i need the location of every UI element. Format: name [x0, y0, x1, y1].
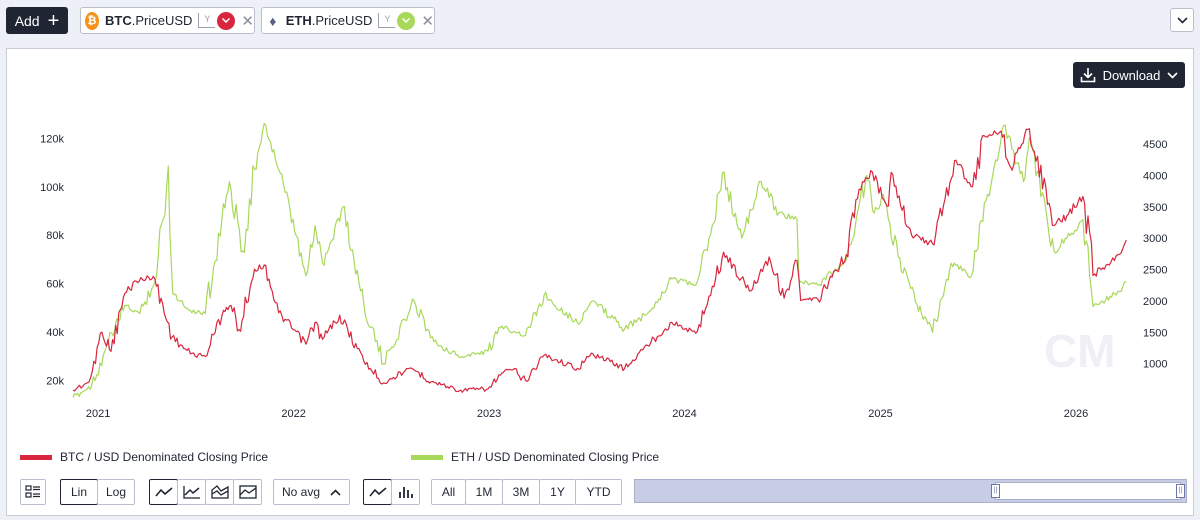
plus-icon: + — [47, 9, 60, 32]
style-line-area-button[interactable] — [177, 479, 206, 505]
x-tick-label: 2026 — [1064, 408, 1088, 420]
series-line-btc[interactable] — [72, 128, 1127, 393]
chevron-down-icon — [1167, 71, 1178, 79]
type-bar-button[interactable] — [391, 479, 420, 505]
series-chip-label: ETH.PriceUSD — [285, 13, 373, 28]
series-line-eth[interactable] — [72, 122, 1127, 398]
add-series-button[interactable]: Add + — [6, 7, 68, 34]
style-area-button[interactable] — [233, 479, 262, 505]
y-right-tick-label: 2000 — [1143, 296, 1167, 308]
legend-swatch — [411, 454, 443, 460]
y-left-tick-label: 100k — [40, 182, 64, 194]
y-right-tick-label: 2500 — [1143, 265, 1167, 277]
stacked-area-icon — [210, 485, 229, 499]
remove-series-icon[interactable]: ✕ — [241, 12, 254, 30]
bar-chart-icon — [398, 487, 413, 498]
remove-series-icon[interactable]: ✕ — [421, 12, 434, 30]
range-ytd-button[interactable]: YTD — [575, 479, 622, 505]
range-label: 1M — [475, 485, 493, 499]
series-toolbar: Add + ₿ BTC.PriceUSD Y ✕ ♦ ETH.PriceUSD … — [0, 0, 1200, 44]
chart-controls: Lin Log No avg All 1M 3M 1Y YTD — [7, 479, 1193, 505]
chevron-up-icon — [330, 488, 341, 496]
range-1m-button[interactable]: 1M — [465, 479, 503, 505]
scale-linear-label: Lin — [70, 485, 87, 499]
add-button-label: Add — [14, 12, 40, 29]
y-left-tick-label: 20k — [46, 375, 64, 387]
y-right-tick-label: 4000 — [1143, 170, 1167, 182]
y-left-tick-label: 40k — [46, 327, 64, 339]
download-button[interactable]: Download — [1073, 62, 1185, 88]
x-tick-label: 2025 — [868, 408, 892, 420]
navigator-handle-left[interactable]: || — [991, 484, 1000, 498]
y-axis-right: 1000 1500 2000 2500 3000 3500 4000 4500 — [1143, 139, 1167, 371]
average-select[interactable]: No avg — [273, 479, 350, 505]
table-icon — [25, 485, 40, 498]
download-label: Download — [1102, 67, 1161, 83]
y-left-tick-label: 120k — [40, 133, 64, 145]
scale-log-button[interactable]: Log — [97, 479, 135, 505]
y-right-tick-label: 1500 — [1143, 327, 1167, 339]
ethereum-icon: ♦ — [269, 12, 277, 29]
scale-linear-button[interactable]: Lin — [60, 479, 98, 505]
y-axis-left: 20k 40k 60k 80k 100k 120k — [40, 133, 64, 387]
collapse-toolbar-button[interactable] — [1170, 8, 1194, 32]
legend-item-btc[interactable]: BTC / USD Denominated Closing Price — [20, 450, 268, 464]
series-color-picker[interactable] — [217, 11, 236, 30]
y-axis-icon[interactable]: Y — [378, 13, 396, 28]
range-navigator[interactable]: || || — [634, 479, 1187, 503]
bitcoin-icon: ₿ — [85, 11, 100, 30]
y-right-tick-label: 4500 — [1143, 139, 1167, 151]
chevron-down-icon — [402, 18, 411, 23]
average-label: No avg — [281, 485, 321, 499]
y-right-tick-label: 3000 — [1143, 233, 1167, 245]
x-tick-label: 2021 — [86, 408, 110, 420]
line-icon — [368, 487, 387, 497]
area-chart-icon — [238, 485, 257, 499]
chevron-down-icon — [222, 18, 231, 23]
type-line-button[interactable] — [363, 479, 392, 505]
range-3m-button[interactable]: 3M — [502, 479, 540, 505]
series-chip-eth[interactable]: ♦ ETH.PriceUSD Y ✕ — [261, 7, 435, 34]
y-right-tick-label: 3500 — [1143, 202, 1167, 214]
style-stacked-area-button[interactable] — [205, 479, 234, 505]
legend-label: ETH / USD Denominated Closing Price — [451, 450, 660, 464]
download-icon — [1080, 68, 1095, 83]
y-left-tick-label: 60k — [46, 279, 64, 291]
legend-item-eth[interactable]: ETH / USD Denominated Closing Price — [411, 450, 659, 464]
navigator-window[interactable]: || || — [991, 482, 1185, 500]
series-layer — [72, 122, 1127, 398]
series-chip-btc[interactable]: ₿ BTC.PriceUSD Y ✕ — [80, 7, 255, 34]
price-chart[interactable]: CM 2021 2022 2023 2024 2025 2026 20k 40k 60k 80k… — [7, 49, 1193, 444]
range-label: All — [441, 485, 456, 499]
x-tick-label: 2024 — [672, 408, 696, 420]
scale-log-label: Log — [105, 485, 127, 499]
series-chip-label: BTC.PriceUSD — [105, 13, 193, 28]
range-label: YTD — [586, 485, 611, 499]
navigator-handle-right[interactable]: || — [1176, 484, 1185, 498]
range-label: 1Y — [550, 485, 565, 499]
line-area-chart-icon — [182, 486, 200, 499]
watermark: CM — [1044, 325, 1116, 377]
range-1y-button[interactable]: 1Y — [539, 479, 576, 505]
y-right-tick-label: 1000 — [1143, 359, 1167, 371]
series-color-picker[interactable] — [397, 11, 416, 30]
y-left-tick-label: 80k — [46, 230, 64, 242]
line-chart-icon — [154, 487, 173, 497]
data-table-button[interactable] — [20, 479, 46, 505]
range-label: 3M — [512, 485, 530, 499]
chevron-down-icon — [1176, 16, 1188, 24]
legend-label: BTC / USD Denominated Closing Price — [60, 450, 269, 464]
y-axis-icon[interactable]: Y — [198, 13, 216, 28]
x-axis: 2021 2022 2023 2024 2025 2026 — [86, 408, 1088, 420]
legend-swatch — [20, 454, 52, 460]
x-tick-label: 2023 — [477, 408, 501, 420]
style-line-button[interactable] — [149, 479, 178, 505]
x-tick-label: 2022 — [281, 408, 305, 420]
range-all-button[interactable]: All — [431, 479, 466, 505]
chart-panel: Download CM 2021 2022 2023 2024 2025 2026 20k… — [6, 48, 1194, 516]
